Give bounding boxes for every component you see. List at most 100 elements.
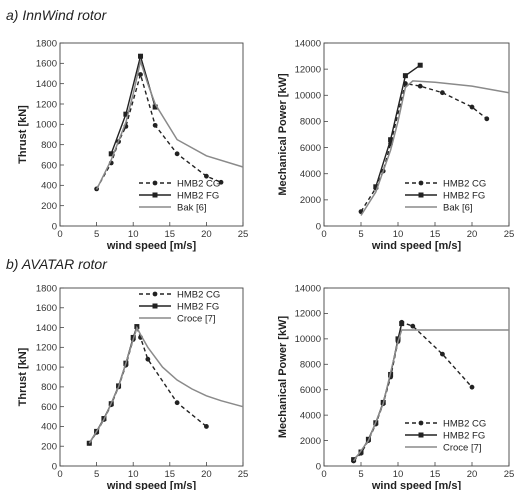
y-tick-label: 600 bbox=[41, 160, 57, 171]
y-tick-label: 0 bbox=[316, 461, 321, 472]
y-tick-label: 2000 bbox=[300, 195, 321, 206]
data-point bbox=[469, 384, 475, 390]
x-tick-label: 15 bbox=[165, 229, 176, 240]
data-point bbox=[469, 104, 475, 110]
y-tick-label: 12000 bbox=[295, 64, 321, 75]
x-tick-label: 10 bbox=[128, 469, 139, 480]
data-point bbox=[138, 53, 144, 59]
y-tick-label: 4000 bbox=[300, 169, 321, 180]
plot-frame bbox=[59, 42, 244, 227]
x-tick-label: 20 bbox=[467, 229, 478, 240]
x-tick-label: 0 bbox=[57, 469, 62, 480]
data-point bbox=[152, 122, 158, 128]
series-line-2 bbox=[375, 64, 421, 188]
y-tick-label: 8000 bbox=[300, 117, 321, 128]
series-line-2 bbox=[353, 323, 403, 461]
x-axis-label: wind speed [m/s] bbox=[371, 240, 462, 252]
x-tick-label: 25 bbox=[504, 469, 515, 480]
x-axis-label: wind speed [m/s] bbox=[106, 240, 197, 252]
chart-2: 0 5 10 15 20 25 0 200 400 600 800 1000 1200 1400 1600 1… bbox=[17, 283, 248, 490]
x-tick-label: 15 bbox=[430, 469, 441, 480]
legend-marker bbox=[152, 291, 158, 297]
data-point bbox=[399, 321, 405, 327]
x-tick-label: 0 bbox=[321, 229, 326, 240]
legend-label: HMB2 CG bbox=[443, 418, 486, 429]
data-point bbox=[218, 179, 224, 185]
data-point bbox=[388, 137, 394, 143]
data-point bbox=[204, 424, 209, 429]
x-tick-label: 10 bbox=[128, 229, 139, 240]
x-axis-label: wind speed [m/s] bbox=[106, 480, 197, 490]
y-tick-label: 800 bbox=[41, 382, 57, 393]
y-tick-label: 1600 bbox=[36, 303, 57, 314]
y-tick-label: 400 bbox=[41, 422, 57, 433]
plot-frame bbox=[323, 42, 510, 227]
y-tick-label: 800 bbox=[41, 140, 57, 151]
y-tick-label: 1800 bbox=[36, 38, 57, 49]
x-tick-label: 25 bbox=[504, 229, 515, 240]
x-tick-label: 5 bbox=[94, 469, 99, 480]
y-tick-label: 1000 bbox=[36, 120, 57, 131]
plot-frame bbox=[59, 287, 244, 467]
x-tick-label: 20 bbox=[201, 469, 212, 480]
data-point bbox=[410, 323, 416, 329]
legend-marker bbox=[152, 180, 158, 186]
x-tick-label: 5 bbox=[358, 469, 363, 480]
data-point bbox=[417, 62, 423, 68]
y-tick-label: 400 bbox=[41, 181, 57, 192]
legend-label: Bak [6] bbox=[177, 202, 207, 213]
x-tick-label: 5 bbox=[94, 229, 99, 240]
y-axis-label: Mechanical Power [kW] bbox=[277, 316, 289, 439]
y-tick-label: 2000 bbox=[300, 436, 321, 447]
series-line-1 bbox=[88, 325, 207, 444]
y-tick-label: 0 bbox=[52, 461, 57, 472]
series-line-3 bbox=[95, 58, 244, 190]
data-point bbox=[395, 336, 401, 342]
y-tick-label: 14000 bbox=[295, 38, 321, 49]
x-tick-label: 20 bbox=[201, 229, 212, 240]
legend-label: HMB2 FG bbox=[443, 430, 485, 441]
series-line-3 bbox=[360, 80, 510, 216]
y-axis-label: Mechanical Power [kW] bbox=[277, 73, 289, 196]
series-line-2 bbox=[88, 326, 138, 444]
legend-label: HMB2 CG bbox=[177, 289, 220, 300]
x-tick-label: 15 bbox=[430, 229, 441, 240]
y-tick-label: 14000 bbox=[295, 283, 321, 294]
data-point bbox=[402, 73, 408, 79]
x-tick-label: 15 bbox=[165, 469, 176, 480]
x-tick-label: 5 bbox=[358, 229, 363, 240]
y-tick-label: 200 bbox=[41, 442, 57, 453]
legend-marker bbox=[152, 303, 158, 309]
y-tick-label: 10000 bbox=[295, 334, 321, 345]
y-tick-label: 12000 bbox=[295, 309, 321, 320]
legend-label: HMB2 CG bbox=[177, 178, 220, 189]
panel-title-b: b) AVATAR rotor bbox=[6, 256, 108, 272]
y-tick-label: 1400 bbox=[36, 323, 57, 334]
panel-title-a: a) InnWind rotor bbox=[6, 7, 108, 23]
y-tick-label: 1600 bbox=[36, 59, 57, 70]
data-point bbox=[152, 104, 158, 110]
y-tick-label: 200 bbox=[41, 201, 57, 212]
y-tick-label: 6000 bbox=[300, 385, 321, 396]
plot-frame bbox=[323, 287, 510, 467]
x-tick-label: 0 bbox=[57, 229, 62, 240]
y-tick-label: 8000 bbox=[300, 360, 321, 371]
data-point bbox=[123, 111, 129, 117]
legend-marker bbox=[418, 192, 424, 198]
data-point bbox=[108, 151, 114, 157]
data-point bbox=[417, 83, 423, 89]
legend-marker bbox=[418, 432, 424, 438]
data-point bbox=[145, 356, 151, 362]
x-tick-label: 25 bbox=[238, 469, 249, 480]
legend-marker bbox=[418, 180, 424, 186]
series-line-3 bbox=[88, 325, 244, 444]
x-tick-label: 25 bbox=[238, 229, 249, 240]
chart-0: 0 5 10 15 20 25 0 200 400 600 800 1000 1200 1400 1600 1… bbox=[17, 38, 248, 252]
y-tick-label: 600 bbox=[41, 402, 57, 413]
data-point bbox=[174, 151, 180, 157]
y-tick-label: 1200 bbox=[36, 99, 57, 110]
